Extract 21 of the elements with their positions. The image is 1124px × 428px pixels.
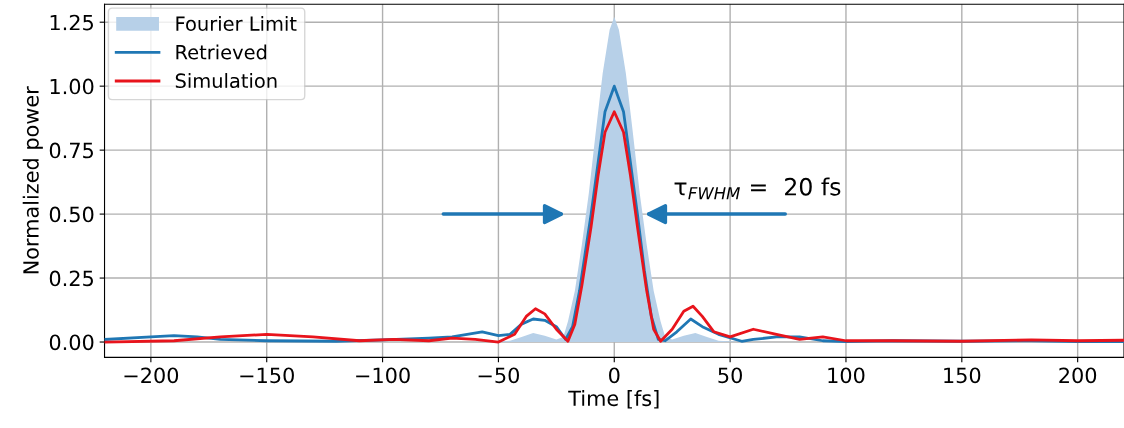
x-tick-label: −150 <box>240 367 294 384</box>
y-axis-title: Normalized power <box>22 86 43 274</box>
x-tick-label: −50 <box>478 367 520 384</box>
x-tick-label: −100 <box>356 367 410 384</box>
legend-label: Fourier Limit <box>176 15 297 31</box>
annotation: τ$_{FWHM}$ = 20 fs <box>674 177 841 200</box>
y-tick-label: 1.25 <box>50 14 93 31</box>
y-tick-label: 0.75 <box>49 142 93 159</box>
legend-label: Retrieved <box>176 44 267 60</box>
y-tick-label: 0.00 <box>49 334 94 351</box>
x-tick-label: 50 <box>718 367 742 384</box>
x-tick-label: 150 <box>944 367 981 384</box>
x-tick-label: 200 <box>1059 367 1097 384</box>
x-tick-label: 0 <box>609 367 620 384</box>
legend-label: Simulation <box>175 73 277 89</box>
x-tick-label: −200 <box>124 367 179 384</box>
y-tick-label: 1.00 <box>50 78 94 95</box>
x-axis-title: Time [fs] <box>568 390 659 409</box>
x-tick-label: 100 <box>828 367 865 384</box>
y-tick-label: 0.25 <box>49 270 93 287</box>
y-tick-label: 0.50 <box>49 206 94 223</box>
